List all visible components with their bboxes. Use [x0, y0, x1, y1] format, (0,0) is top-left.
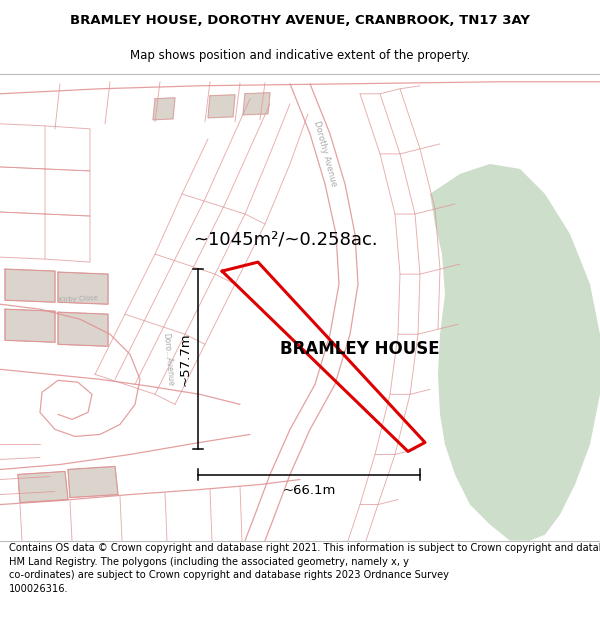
Polygon shape — [58, 312, 108, 346]
Text: ~57.7m: ~57.7m — [179, 332, 191, 386]
Polygon shape — [153, 98, 175, 120]
Polygon shape — [430, 164, 600, 541]
Text: Contains OS data © Crown copyright and database right 2021. This information is : Contains OS data © Crown copyright and d… — [9, 543, 600, 594]
Text: Map shows position and indicative extent of the property.: Map shows position and indicative extent… — [130, 49, 470, 62]
Text: BRAMLEY HOUSE: BRAMLEY HOUSE — [280, 340, 440, 358]
Text: Kirby Close: Kirby Close — [58, 295, 98, 303]
Polygon shape — [5, 309, 55, 342]
Polygon shape — [18, 471, 68, 502]
Text: BRAMLEY HOUSE, DOROTHY AVENUE, CRANBROOK, TN17 3AY: BRAMLEY HOUSE, DOROTHY AVENUE, CRANBROOK… — [70, 14, 530, 27]
Polygon shape — [58, 272, 108, 304]
Polygon shape — [208, 95, 235, 118]
Text: ~1045m²/~0.258ac.: ~1045m²/~0.258ac. — [193, 230, 377, 248]
Text: Dorothy Avenue: Dorothy Avenue — [312, 120, 338, 188]
Polygon shape — [475, 384, 540, 459]
Polygon shape — [5, 269, 55, 302]
Polygon shape — [68, 466, 118, 498]
Text: ~66.1m: ~66.1m — [283, 484, 335, 497]
Polygon shape — [243, 92, 270, 115]
Text: Doro...Avenue: Doro...Avenue — [161, 332, 175, 386]
